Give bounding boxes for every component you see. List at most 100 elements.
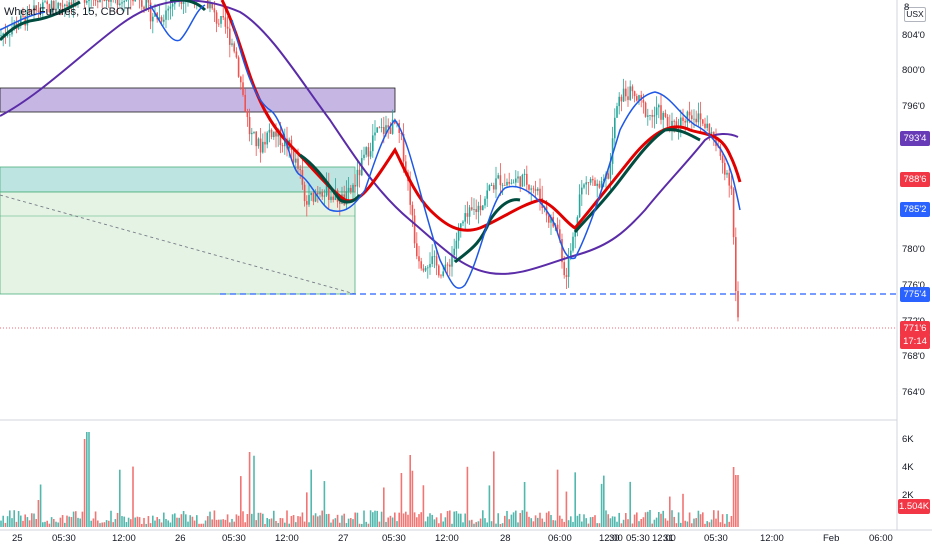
candle-body <box>460 223 462 228</box>
candle-body <box>730 185 733 189</box>
time-axis-label: 05:30 <box>704 533 728 544</box>
ma-purple-line[interactable] <box>0 0 739 275</box>
volume-bar <box>246 514 249 527</box>
volume-bar <box>154 520 156 527</box>
candle-body <box>154 12 156 17</box>
candle-body <box>442 271 444 276</box>
candle-body <box>57 2 59 9</box>
volume-bar <box>44 521 46 527</box>
volume-bar <box>268 519 271 527</box>
ma-blue-line[interactable] <box>0 4 741 289</box>
time-axis-label: 27 <box>338 533 349 544</box>
candle-body <box>356 169 359 187</box>
volume-bar <box>127 517 130 527</box>
volume-bar <box>105 520 108 527</box>
symbol-title[interactable]: Wheat Futures, 15, CBOT <box>4 6 132 18</box>
volume-bar <box>79 518 81 527</box>
candle-body <box>435 256 438 266</box>
candle-body <box>88 0 90 2</box>
candle-body <box>446 264 449 266</box>
candle-body <box>152 16 154 22</box>
candle-body <box>218 23 220 25</box>
volume-bar <box>440 513 442 527</box>
volume-bar <box>708 522 711 527</box>
candle-body <box>233 43 235 52</box>
volume-bar <box>86 432 88 527</box>
candle-body <box>488 185 491 191</box>
ma-green-line[interactable] <box>0 0 701 264</box>
ma-red-price-tag: 788'6 <box>900 172 930 187</box>
volume-axis-label: 6K <box>902 434 914 445</box>
candle-body <box>266 132 268 145</box>
volume-bar <box>640 518 642 527</box>
volume-bar <box>506 510 508 527</box>
volume-bar <box>625 513 627 527</box>
ma-red-line[interactable] <box>220 0 742 232</box>
candle-body <box>235 51 238 58</box>
candle-body <box>72 0 75 6</box>
volume-bar <box>13 510 15 527</box>
candle-body <box>61 5 64 7</box>
candle-body <box>244 94 246 112</box>
candle-body <box>213 8 216 13</box>
volume-bar <box>57 522 59 527</box>
candle-body <box>310 192 312 196</box>
support-level-price-tag[interactable]: 775'4 <box>900 287 930 302</box>
volume-bar <box>660 513 662 527</box>
volume-bar <box>37 499 40 527</box>
volume-bar <box>6 516 9 527</box>
volume-bar <box>453 511 455 527</box>
candle-body <box>539 188 541 199</box>
zone-green[interactable] <box>0 191 356 295</box>
volume-bar <box>83 439 86 527</box>
candle-body <box>259 138 262 153</box>
candle-body <box>651 115 653 117</box>
trend-dotted-line[interactable] <box>0 194 356 295</box>
zone-purple[interactable] <box>0 87 396 113</box>
candle-body <box>402 134 405 162</box>
volume-bar <box>123 516 125 527</box>
volume-bar <box>664 518 667 527</box>
volume-bar <box>545 512 548 527</box>
volume-bar <box>552 520 554 527</box>
candle-body <box>594 180 596 186</box>
volume-bar <box>561 518 563 527</box>
volume-bar <box>717 510 719 527</box>
volume-bar <box>48 523 51 527</box>
volume-bar <box>684 520 686 527</box>
volume-bar <box>317 516 319 527</box>
currency-badge[interactable]: USX <box>904 7 926 22</box>
candle-body <box>105 0 108 1</box>
volume-bar <box>200 523 202 527</box>
volume-bar <box>446 511 449 527</box>
candle-body <box>449 264 451 267</box>
volume-bar <box>235 514 238 527</box>
candle-body <box>629 86 631 100</box>
volume-bar <box>532 521 535 527</box>
candle-body <box>268 129 271 133</box>
candle-body <box>578 194 581 218</box>
candle-body <box>598 183 601 188</box>
volume-bar <box>312 515 315 527</box>
volume-bar <box>735 475 737 527</box>
volume-bar <box>563 521 565 527</box>
candle-body <box>644 102 647 117</box>
time-axis-label: 12:00 <box>112 533 136 544</box>
candle-body <box>666 116 669 127</box>
volume-bar <box>622 519 625 527</box>
volume-bar <box>42 522 44 527</box>
volume-bar <box>328 513 330 527</box>
candle-body <box>482 205 484 211</box>
candle-body <box>592 178 594 181</box>
candle-body <box>455 240 458 249</box>
volume-bar <box>534 515 537 527</box>
volume-bar <box>244 522 246 527</box>
volume-bar <box>620 523 623 527</box>
volume-bar <box>290 516 293 527</box>
candle-body <box>647 115 649 117</box>
candle-body <box>680 117 682 127</box>
time-axis-label: 12:00 <box>760 533 784 544</box>
candle-body <box>691 115 693 119</box>
volume-bar <box>429 513 431 527</box>
